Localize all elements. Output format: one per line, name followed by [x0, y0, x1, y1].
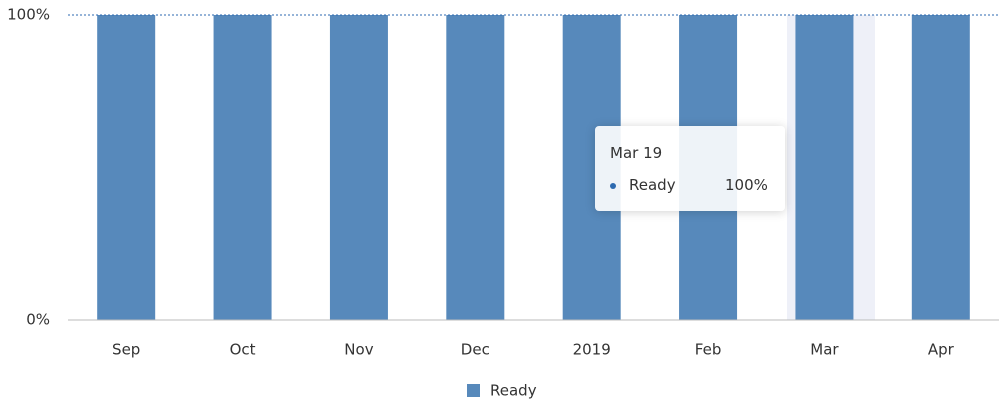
tooltip-title: Mar 19 [610, 144, 663, 162]
legend-swatch [467, 384, 480, 397]
legend-label: Ready [490, 382, 537, 400]
tooltip-value: 100% [725, 176, 768, 194]
tooltip: Mar 19 Ready 100% [595, 126, 785, 211]
tooltip-marker [610, 183, 616, 189]
x-tick-label: Sep [112, 341, 140, 359]
x-tick-label: Mar [810, 341, 839, 359]
x-tick-label: Nov [344, 341, 373, 359]
x-tick-label: Feb [695, 341, 722, 359]
x-tick-label: Oct [230, 341, 256, 359]
y-tick-label: 0% [26, 311, 50, 329]
x-tick-label: 2019 [573, 341, 611, 359]
bar [911, 15, 970, 320]
bar [446, 15, 505, 320]
bar [213, 15, 272, 320]
x-tick-label: Dec [461, 341, 490, 359]
x-tick-label: Apr [928, 341, 955, 359]
bar [329, 15, 388, 320]
y-tick-label: 100% [7, 6, 50, 24]
tooltip-series: Ready [629, 176, 676, 194]
bar [97, 15, 156, 320]
bar [795, 15, 854, 320]
